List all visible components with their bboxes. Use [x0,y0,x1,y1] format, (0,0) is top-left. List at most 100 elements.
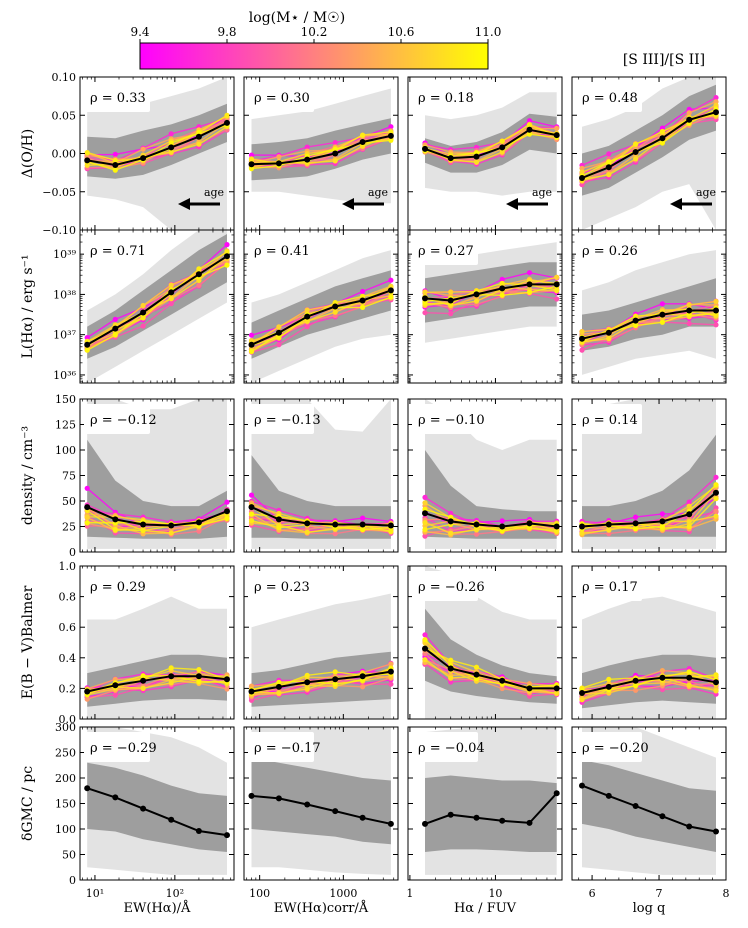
age-arrow: age [178,186,224,210]
galaxy-point [360,132,366,138]
median-line [251,289,392,346]
galaxy-point [448,0,453,3]
galaxy-point [660,0,665,3]
inner-percentile-band [425,775,557,852]
galaxy-line-path [581,677,717,701]
galaxy-point [713,0,718,3]
galaxy-point [579,0,584,3]
median-line [424,512,557,528]
galaxy-point [249,0,254,3]
galaxy-line [579,0,718,3]
median-point [112,162,119,168]
y-tick-label: 50 [62,849,76,862]
median-point [84,504,91,511]
galaxy-point [579,0,584,3]
panel-plot-area [579,596,719,719]
galaxy-point [633,0,638,3]
galaxy-point [168,530,174,536]
galaxy-line [85,0,230,3]
galaxy-point [713,0,718,3]
galaxy-point [448,0,453,3]
rho-label-text: ρ = 0.17 [582,580,638,595]
galaxy-point [169,0,174,3]
galaxy-point [141,0,146,3]
galaxy-point [305,0,310,3]
galaxy-point [606,676,612,682]
y-tick-label: 0.6 [59,621,77,634]
galaxy-point [304,529,310,535]
galaxy-point [633,687,639,693]
rho-label: ρ = −0.17 [248,732,321,762]
galaxy-point [713,0,718,3]
galaxy-line [249,0,394,3]
galaxy-point [713,496,719,502]
median-line [86,787,228,837]
rho-label-text: ρ = −0.04 [418,741,485,756]
galaxy-point [141,0,146,3]
median-point [499,523,506,530]
galaxy-point [224,0,229,3]
galaxy-point [196,0,201,3]
rho-label-box [412,235,478,265]
galaxy-point [196,678,202,685]
rho-label-box [412,571,478,601]
galaxy-point [85,0,90,3]
galaxy-point [249,0,254,3]
rho-label: ρ = −0.04 [412,732,485,762]
galaxy-line [579,0,718,3]
rho-label-text: ρ = −0.29 [90,741,157,756]
galaxy-point [474,0,479,3]
galaxy-point [168,131,174,137]
inner-percentile-band [425,608,557,704]
rho-label-box [576,732,642,762]
galaxy-point [687,0,692,3]
galaxy-point [196,0,201,3]
median-point [140,521,147,528]
galaxy-line [249,0,394,3]
median-point [659,813,666,820]
rho-label-text: ρ = 0.71 [90,244,146,259]
galaxy-point [196,266,202,272]
galaxy-point [85,0,90,3]
median-line [86,506,228,527]
rho-label: ρ = −0.29 [84,732,157,762]
galaxy-point [579,0,584,3]
galaxy-line-path [251,667,392,691]
median-point [713,307,719,314]
galaxy-line [85,0,230,3]
galaxy-point [687,0,692,3]
galaxy-point [500,0,505,3]
y-tick-label: 300 [55,721,76,734]
panel-plot-area [579,250,719,375]
galaxy-point [579,169,585,175]
galaxy-point [360,0,365,3]
panel-plot-area [579,77,719,230]
galaxy-point [388,681,394,687]
x-tick-label: 100 [249,887,270,900]
y-tick-label: 0.00 [52,148,77,161]
galaxy-point [141,0,146,3]
galaxy-point [579,0,584,3]
y-tick-label: 0.8 [59,591,77,604]
galaxy-point [140,146,146,152]
galaxy-point [85,0,90,3]
galaxy-point [606,172,612,178]
galaxy-point [579,329,585,335]
rho-label: ρ = −0.20 [576,732,649,762]
median-point [248,504,255,511]
rho-label-text: ρ = −0.13 [254,413,321,428]
galaxy-point [276,0,281,3]
galaxy-point [713,0,718,3]
rho-label-text: ρ = 0.48 [582,91,638,106]
rho-label-box [576,235,642,265]
galaxy-point [660,0,665,3]
galaxy-line-path [87,517,228,527]
median-point [359,297,366,304]
galaxy-point [84,150,90,156]
galaxy-point [196,528,202,534]
median-point [332,150,339,157]
galaxy-point [474,0,479,3]
galaxy-point [422,0,427,3]
galaxy-line [249,0,394,3]
galaxy-point [659,511,666,517]
